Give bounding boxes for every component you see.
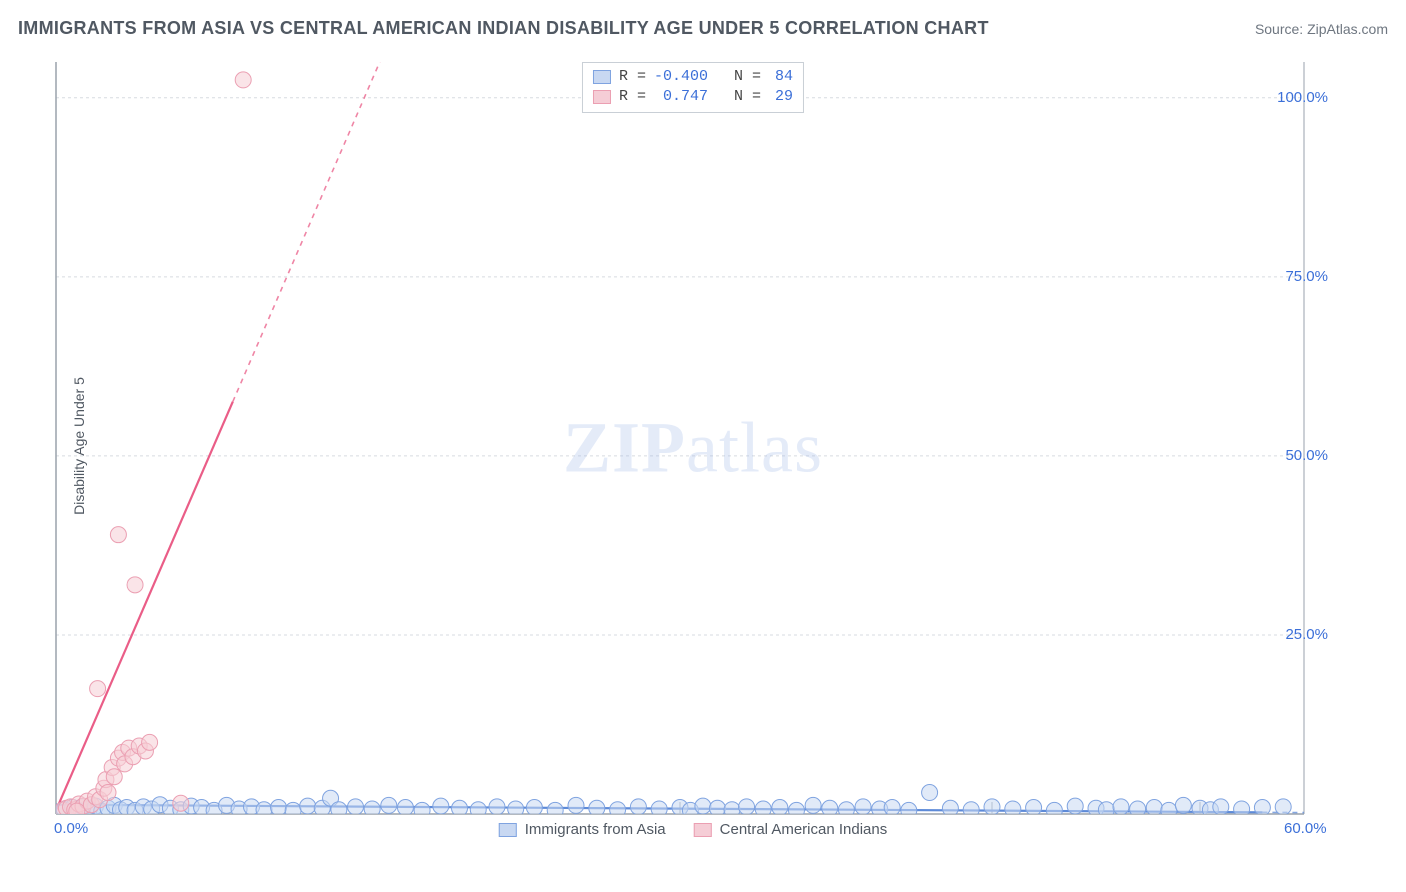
legend-item-1: Central American Indians xyxy=(694,821,888,838)
legend-r-0: -0.400 xyxy=(652,67,708,87)
legend-swatch-1 xyxy=(593,90,611,104)
legend-stats: R = -0.400 N = 84 R = 0.747 N = 29 xyxy=(582,62,804,113)
x-tick-label-1: 60.0% xyxy=(1284,820,1327,837)
legend-series: Immigrants from Asia Central American In… xyxy=(499,821,887,838)
legend-swatch-0 xyxy=(593,70,611,84)
chart-title: IMMIGRANTS FROM ASIA VS CENTRAL AMERICAN… xyxy=(18,18,989,39)
legend-item-0: Immigrants from Asia xyxy=(499,821,666,838)
y-tick-label-3: 100.0% xyxy=(1277,89,1328,106)
x-tick-label-0: 0.0% xyxy=(54,820,88,837)
legend-r-1: 0.747 xyxy=(652,87,708,107)
legend-swatch-bottom-0 xyxy=(499,823,517,837)
y-tick-label-1: 50.0% xyxy=(1285,447,1328,464)
legend-n-1: 29 xyxy=(767,87,793,107)
legend-label-1: Central American Indians xyxy=(720,821,888,838)
legend-label-0: Immigrants from Asia xyxy=(525,821,666,838)
legend-stats-row-0: R = -0.400 N = 84 xyxy=(593,67,793,87)
legend-stats-row-1: R = 0.747 N = 29 xyxy=(593,87,793,107)
legend-swatch-bottom-1 xyxy=(694,823,712,837)
source-label: Source: ZipAtlas.com xyxy=(1255,21,1388,37)
legend-n-0: 84 xyxy=(767,67,793,87)
y-tick-label-0: 25.0% xyxy=(1285,626,1328,643)
scatter-chart: ZIPatlas R = -0.400 N = 84 R = 0.747 N =… xyxy=(50,58,1336,838)
y-tick-label-2: 75.0% xyxy=(1285,268,1328,285)
chart-svg xyxy=(50,58,1336,838)
